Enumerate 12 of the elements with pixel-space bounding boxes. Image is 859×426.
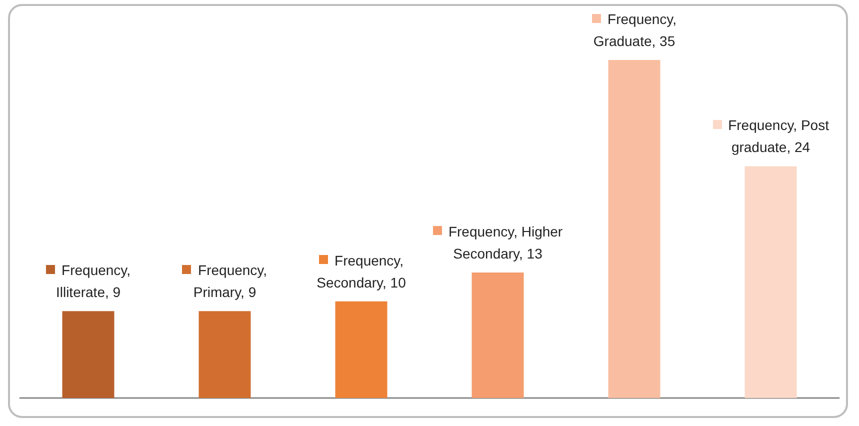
bar [62,311,114,398]
data-label: Frequency, Secondary, 10 [316,252,406,290]
data-label: Frequency, Primary, 9 [182,262,268,300]
data-label: Frequency, Illiterate, 9 [46,262,131,300]
bar [198,311,251,398]
bar [472,272,524,398]
bar [335,301,388,398]
data-label: Frequency, Higher Secondary, 13 [432,223,563,262]
data-label: Frequency, Graduate, 35 [592,11,677,49]
bar [744,166,797,398]
data-label: Frequency, Post graduate, 24 [712,117,830,156]
bar [608,60,660,398]
